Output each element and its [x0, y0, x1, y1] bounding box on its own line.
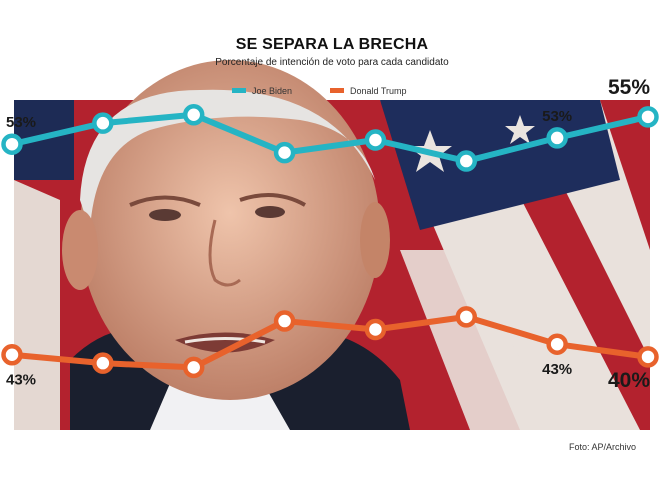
- point-1-6: [549, 336, 566, 353]
- data-label-0: 53%: [6, 114, 36, 131]
- point-0-4: [367, 132, 384, 149]
- point-0-6: [549, 129, 566, 146]
- chart-subtitle: Porcentaje de intención de voto para cad…: [0, 57, 664, 68]
- point-1-7: [640, 348, 657, 365]
- point-0-2: [185, 106, 202, 123]
- data-label-4: 43%: [542, 361, 572, 378]
- data-label-3: 43%: [6, 372, 36, 389]
- point-1-2: [185, 359, 202, 376]
- point-0-7: [640, 108, 657, 125]
- point-1-4: [367, 321, 384, 338]
- chart-title: SE SEPARA LA BRECHA: [0, 36, 664, 54]
- point-1-5: [458, 308, 475, 325]
- data-label-5: 40%: [608, 369, 650, 392]
- point-1-1: [94, 355, 111, 372]
- legend-label-1: Donald Trump: [350, 86, 407, 96]
- point-0-1: [94, 115, 111, 132]
- point-1-3: [276, 313, 293, 330]
- photo-credit: Foto: AP/Archivo: [569, 442, 636, 452]
- data-label-1: 53%: [542, 108, 572, 125]
- legend-swatch-1: [330, 88, 344, 93]
- point-0-0: [4, 136, 21, 153]
- data-label-2: 55%: [608, 76, 650, 99]
- point-1-0: [4, 346, 21, 363]
- point-0-5: [458, 153, 475, 170]
- legend-swatch-0: [232, 88, 246, 93]
- point-0-3: [276, 144, 293, 161]
- legend-label-0: Joe Biden: [252, 86, 292, 96]
